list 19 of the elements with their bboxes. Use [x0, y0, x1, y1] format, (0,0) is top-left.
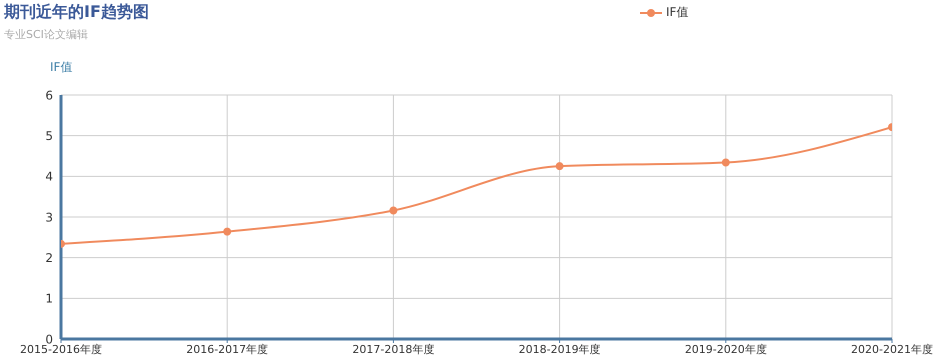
x-tick-label: 2019-2020年度 [684, 342, 767, 356]
y-tick-label: 2 [45, 250, 53, 265]
x-tick-label: 2016-2017年度 [186, 342, 268, 356]
x-tick-label: 2017-2018年度 [352, 342, 434, 356]
y-tick-label: 1 [45, 292, 53, 306]
chart-title: 期刊近年的IF趋势图 [4, 2, 149, 23]
point [223, 228, 232, 236]
x-tick-label: 2020-2021年度 [851, 342, 933, 356]
legend-label: IF值 [666, 4, 688, 21]
point [722, 158, 730, 167]
y-tick-label: 3 [45, 210, 53, 224]
y-tick-label: 4 [45, 170, 53, 184]
y-tick-label: 5 [45, 128, 53, 143]
point [556, 162, 564, 170]
point [389, 206, 398, 214]
x-tick-label: 2018-2019年度 [518, 342, 601, 356]
y-axis-title: IF值 [50, 59, 72, 76]
y-tick-label: 6 [45, 88, 53, 102]
chart-subtitle: 专业SCI论文编辑 [4, 27, 88, 42]
